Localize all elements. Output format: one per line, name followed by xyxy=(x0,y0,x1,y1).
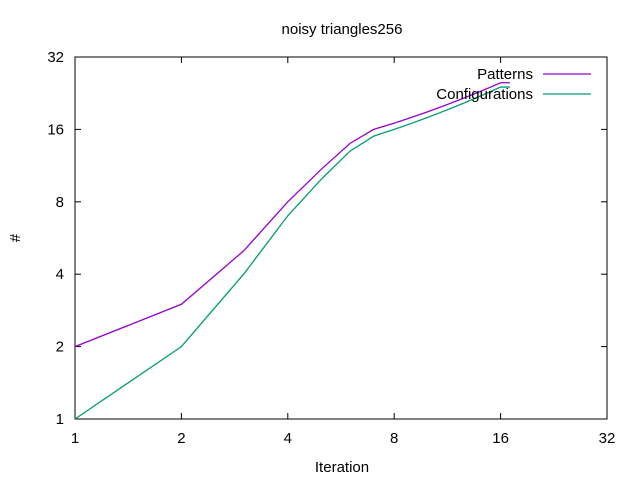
chart-title: noisy triangles256 xyxy=(282,21,403,38)
y-tick-label: 4 xyxy=(56,266,64,283)
plot-frame xyxy=(74,56,608,420)
legend-label-patterns: Patterns xyxy=(477,66,533,83)
series-lines xyxy=(74,82,510,420)
x-axis-label: Iteration xyxy=(315,459,369,476)
x-tick-label: 32 xyxy=(599,430,616,447)
y-tick-label: 8 xyxy=(56,194,64,211)
axes: 1 2 4 8 16 32 1 2 4 8 16 32 xyxy=(47,49,615,447)
x-tick-label: 16 xyxy=(492,430,509,447)
y-axis-label: # xyxy=(7,233,24,242)
legend: Patterns Configurations xyxy=(436,66,591,103)
series-line-patterns xyxy=(74,82,510,348)
x-tick-label: 2 xyxy=(177,430,185,447)
y-tick-label: 32 xyxy=(47,49,64,66)
series-line-configurations xyxy=(74,86,510,420)
x-tick-label: 8 xyxy=(390,430,398,447)
y-tick-label: 2 xyxy=(56,339,64,356)
x-tick-label: 1 xyxy=(71,430,79,447)
legend-label-configurations: Configurations xyxy=(436,86,533,103)
y-tick-label: 1 xyxy=(56,411,64,428)
y-tick-label: 16 xyxy=(47,121,64,138)
x-tick-label: 4 xyxy=(284,430,292,447)
